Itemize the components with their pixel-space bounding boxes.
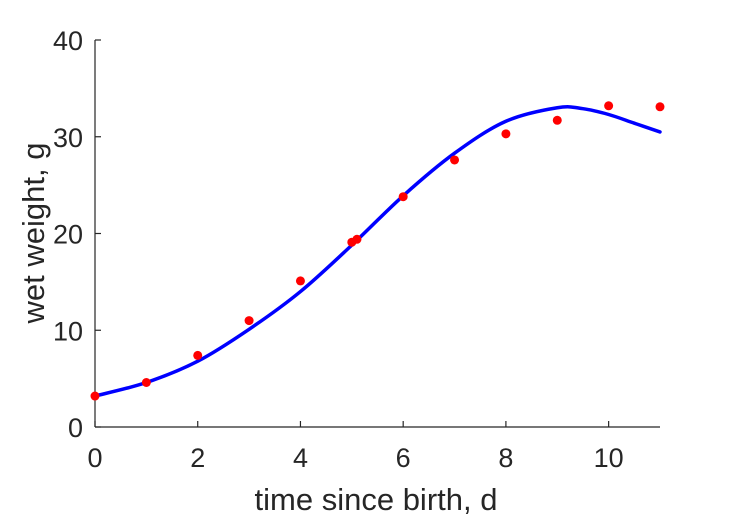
y-axis-title: wet weight, g — [16, 143, 51, 325]
y-tick-label: 20 — [53, 220, 83, 250]
data-point — [244, 316, 254, 326]
x-ticks: 0 2 4 6 8 10 — [87, 421, 624, 473]
fit-curve — [93, 105, 662, 398]
data-point — [450, 155, 460, 165]
data-point — [295, 276, 305, 286]
y-tick-label: 40 — [53, 26, 83, 56]
x-tick-label: 8 — [498, 443, 513, 473]
data-point — [352, 234, 362, 244]
x-tick-label: 6 — [396, 443, 411, 473]
data-point — [552, 115, 562, 125]
data-point — [604, 101, 614, 111]
data-point — [655, 102, 665, 112]
y-tick-label: 10 — [53, 316, 83, 346]
y-tick-label: 30 — [53, 123, 83, 153]
y-tick-label: 0 — [68, 413, 83, 443]
series-layer — [90, 101, 665, 401]
data-point — [501, 129, 511, 139]
data-point — [90, 391, 100, 401]
data-point — [141, 377, 151, 387]
y-ticks: 0 10 20 30 40 — [53, 26, 101, 443]
x-tick-label: 4 — [293, 443, 308, 473]
x-tick-label: 2 — [190, 443, 205, 473]
x-tick-label: 10 — [594, 443, 624, 473]
data-point — [398, 192, 408, 202]
x-tick-label: 0 — [87, 443, 102, 473]
data-point — [193, 350, 203, 360]
x-axis-title: time since birth, d — [255, 482, 498, 517]
